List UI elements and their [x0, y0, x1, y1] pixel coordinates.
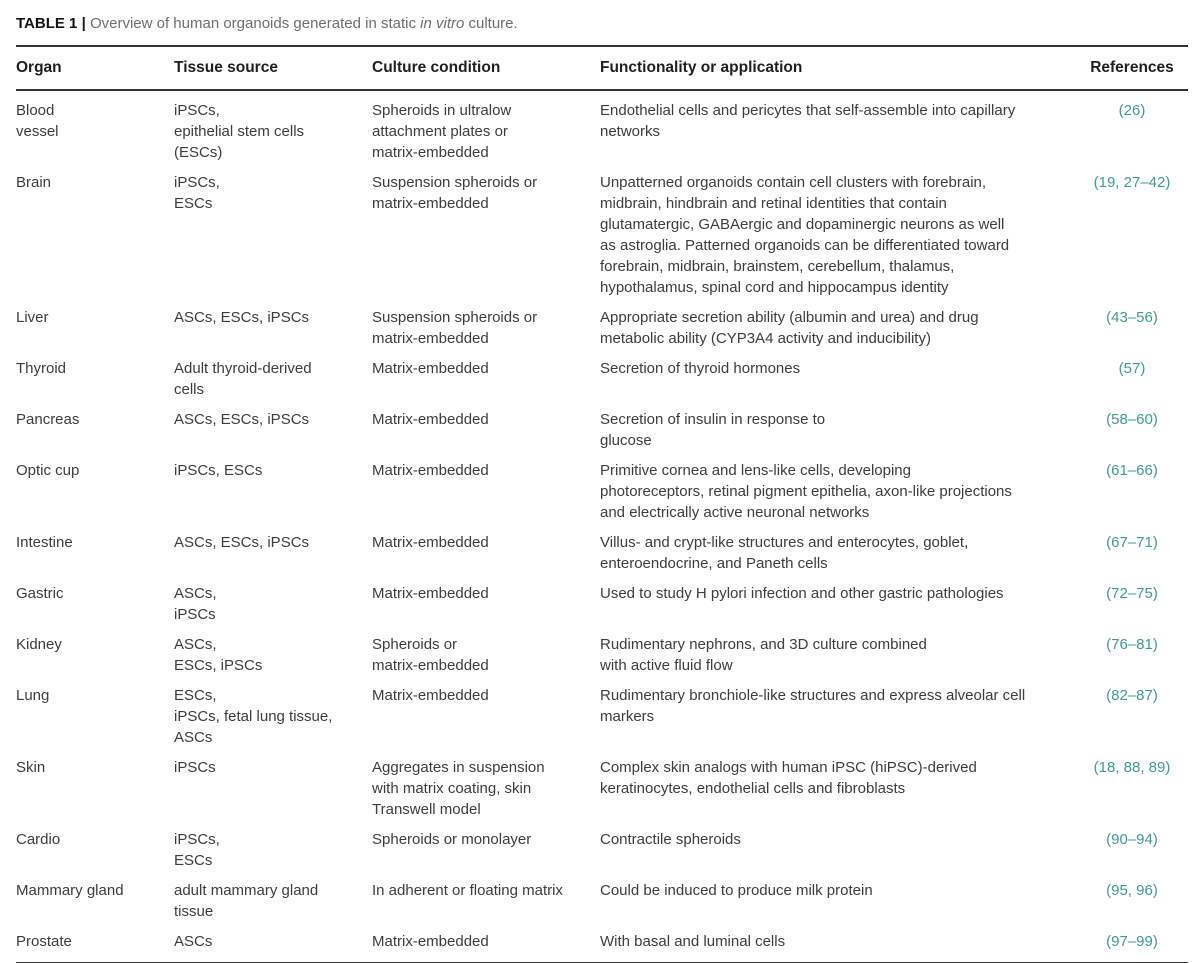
column-header-references: References [1076, 45, 1188, 91]
citation-link[interactable]: (76–81) [1106, 636, 1158, 653]
citation-link[interactable]: (95, 96) [1106, 882, 1158, 899]
cell-functionality: Endothelial cells and pericytes that sel… [600, 102, 1016, 140]
cell-functionality: Used to study H pylori infection and oth… [600, 585, 1004, 602]
cell-organ: Prostate [16, 922, 174, 963]
citation-link[interactable]: (82–87) [1106, 687, 1158, 704]
cell-culture-condition: Suspension spheroids or matrix-embedded [372, 174, 538, 212]
cell-culture-condition: In adherent or floating matrix [372, 882, 563, 899]
cell-tissue-source: iPSCs, epithelial stem cells (ESCs) [174, 102, 305, 161]
table-row: Pancreas ASCs, ESCs, iPSCs Matrix-embedd… [16, 400, 1188, 451]
table-row: Brain iPSCs, ESCs Suspension spheroids o… [16, 163, 1188, 298]
table-row: Gastric ASCs, iPSCs Matrix-embedded Used… [16, 574, 1188, 625]
citation-link[interactable]: (72–75) [1106, 585, 1158, 602]
cell-functionality: Secretion of insulin in response to gluc… [600, 411, 826, 449]
table-row: Liver ASCs, ESCs, iPSCs Suspension spher… [16, 298, 1188, 349]
cell-functionality: Primitive cornea and lens-like cells, de… [600, 462, 1012, 521]
table-row: Lung ESCs, iPSCs, fetal lung tissue, ASC… [16, 676, 1188, 748]
cell-organ: Kidney [16, 636, 62, 653]
cell-tissue-source: ASCs, ESCs, iPSCs [174, 309, 310, 326]
table-caption: TABLE 1 | Overview of human organoids ge… [16, 14, 1188, 34]
cell-culture-condition: Matrix-embedded [372, 585, 489, 602]
cell-culture-condition: Matrix-embedded [372, 922, 600, 963]
table-header-row: Organ Tissue source Culture condition Fu… [16, 45, 1188, 91]
cell-culture-condition: Matrix-embedded [372, 534, 489, 551]
citation-link[interactable]: (26) [1118, 102, 1146, 119]
citation-link[interactable]: (90–94) [1106, 831, 1158, 848]
table-row: Blood vessel iPSCs, epithelial stem cell… [16, 90, 1188, 163]
cell-culture-condition: Spheroids or monolayer [372, 831, 532, 848]
cell-functionality: With basal and luminal cells [600, 922, 1076, 963]
cell-tissue-source: ESCs, iPSCs, fetal lung tissue, ASCs [174, 687, 333, 746]
cell-culture-condition: Matrix-embedded [372, 360, 489, 377]
cell-functionality: Complex skin analogs with human iPSC (hi… [600, 759, 977, 797]
cell-organ: Liver [16, 309, 49, 326]
column-header-tissue-source: Tissue source [174, 45, 372, 91]
cell-organ: Cardio [16, 831, 61, 848]
table-row: Intestine ASCs, ESCs, iPSCs Matrix-embed… [16, 523, 1188, 574]
table-row: Mammary gland adult mammary gland tissue… [16, 871, 1188, 922]
column-header-functionality: Functionality or application [600, 45, 1076, 91]
citation-link[interactable]: (67–71) [1106, 534, 1158, 551]
cell-organ: Blood vessel [16, 102, 59, 140]
cell-functionality: Secretion of thyroid hormones [600, 360, 801, 377]
cell-culture-condition: Matrix-embedded [372, 411, 489, 428]
cell-functionality: Rudimentary bronchiole-like structures a… [600, 687, 1026, 725]
cell-tissue-source: iPSCs [174, 759, 216, 776]
cell-functionality: Villus- and crypt-like structures and en… [600, 534, 969, 572]
table-row: Skin iPSCs Aggregates in suspension with… [16, 748, 1188, 820]
cell-functionality: Appropriate secretion ability (albumin a… [600, 309, 979, 347]
cell-tissue-source: ASCs [174, 922, 372, 963]
cell-culture-condition: Suspension spheroids or matrix-embedded [372, 309, 538, 347]
organoids-table: Organ Tissue source Culture condition Fu… [16, 45, 1188, 963]
table-caption-separator: | [77, 15, 90, 32]
citation-link[interactable]: (97–99) [1076, 922, 1188, 963]
column-header-organ: Organ [16, 45, 174, 91]
citation-link[interactable]: (57) [1118, 360, 1146, 377]
table-row: Optic cup iPSCs, ESCs Matrix-embedded Pr… [16, 451, 1188, 523]
cell-culture-condition: Spheroids or matrix-embedded [372, 636, 489, 674]
cell-functionality: Rudimentary nephrons, and 3D culture com… [600, 636, 927, 674]
cell-tissue-source: iPSCs, ESCs [174, 831, 220, 869]
cell-tissue-source: Adult thyroid-derived cells [174, 360, 312, 398]
cell-functionality: Unpatterned organoids contain cell clust… [600, 174, 1010, 296]
citation-link[interactable]: (58–60) [1106, 411, 1158, 428]
citation-link[interactable]: (19, 27–42) [1093, 174, 1171, 191]
cell-organ: Thyroid [16, 360, 67, 377]
cell-organ: Skin [16, 759, 46, 776]
citation-link[interactable]: (61–66) [1106, 462, 1158, 479]
citation-link[interactable]: (18, 88, 89) [1093, 759, 1171, 776]
cell-organ: Mammary gland [16, 882, 124, 899]
cell-culture-condition: Aggregates in suspension with matrix coa… [372, 759, 545, 818]
cell-tissue-source: adult mammary gland tissue [174, 882, 319, 920]
cell-organ: Optic cup [16, 462, 80, 479]
table-caption-text: Overview of human organoids generated in… [89, 15, 421, 32]
cell-functionality: Could be induced to produce milk protein [600, 882, 873, 899]
cell-tissue-source: ASCs, ESCs, iPSCs [174, 411, 310, 428]
cell-tissue-source: ASCs, ESCs, iPSCs [174, 534, 310, 551]
cell-tissue-source: iPSCs, ESCs [174, 174, 220, 212]
cell-organ: Intestine [16, 534, 73, 551]
cell-organ: Pancreas [16, 411, 80, 428]
citation-link[interactable]: (43–56) [1106, 309, 1158, 326]
table-row: Prostate ASCs Matrix-embedded With basal… [16, 922, 1188, 963]
table-row: Thyroid Adult thyroid-derived cells Matr… [16, 349, 1188, 400]
cell-tissue-source: iPSCs, ESCs [174, 462, 263, 479]
table-caption-label: TABLE 1 [16, 15, 78, 32]
table-row: Kidney ASCs, ESCs, iPSCs Spheroids or ma… [16, 625, 1188, 676]
table-caption-italic: in vitro [420, 15, 465, 32]
cell-organ: Lung [16, 687, 50, 704]
cell-culture-condition: Spheroids in ultralow attachment plates … [372, 102, 512, 161]
table-caption-text-after: culture. [464, 15, 518, 32]
cell-organ: Brain [16, 174, 52, 191]
cell-tissue-source: ASCs, ESCs, iPSCs [174, 636, 263, 674]
cell-functionality: Contractile spheroids [600, 831, 741, 848]
cell-culture-condition: Matrix-embedded [372, 462, 489, 479]
cell-organ: Gastric [16, 585, 64, 602]
cell-culture-condition: Matrix-embedded [372, 687, 489, 704]
table-row: Cardio iPSCs, ESCs Spheroids or monolaye… [16, 820, 1188, 871]
column-header-culture-condition: Culture condition [372, 45, 600, 91]
cell-tissue-source: ASCs, iPSCs [174, 585, 217, 623]
